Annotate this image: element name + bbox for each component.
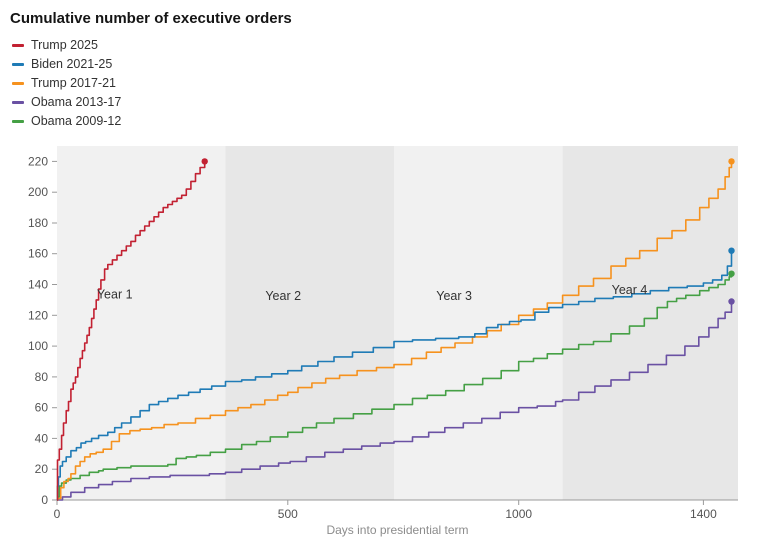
y-tick-label: 220 bbox=[28, 154, 48, 168]
y-tick-label: 180 bbox=[28, 216, 48, 230]
y-tick-label: 100 bbox=[28, 339, 48, 353]
year-band bbox=[57, 146, 226, 500]
year-annotation: Year 1 bbox=[97, 287, 133, 301]
x-tick-label: 1000 bbox=[505, 507, 532, 521]
y-tick-label: 40 bbox=[35, 431, 49, 445]
legend-swatch-icon bbox=[12, 43, 24, 47]
series-line-obama-2013-17 bbox=[57, 301, 733, 501]
y-tick-label: 60 bbox=[35, 401, 49, 415]
year-annotation: Year 2 bbox=[265, 289, 301, 303]
legend-swatch-icon bbox=[12, 62, 24, 66]
y-tick-label: 160 bbox=[28, 247, 48, 261]
series-line-trump-2025 bbox=[56, 161, 206, 501]
series-line-biden-2021-25 bbox=[56, 250, 733, 501]
series-line-obama-2009-12 bbox=[57, 273, 733, 501]
year-annotation: Year 3 bbox=[436, 289, 472, 303]
executive-orders-chart: 0 20 40 60 80 100 120 140 160 180 200 220 0 500 1000 14… bbox=[28, 146, 738, 537]
legend-label: Trump 2017-21 bbox=[31, 76, 116, 90]
legend-label: Obama 2009-12 bbox=[31, 114, 122, 128]
legend-item: Trump 2017-21 bbox=[12, 76, 121, 90]
series-end-dot bbox=[201, 158, 208, 165]
y-tick-label: 20 bbox=[35, 462, 49, 476]
year-band bbox=[562, 146, 738, 500]
legend-swatch-icon bbox=[12, 119, 24, 123]
y-tick-label: 80 bbox=[35, 370, 49, 384]
legend-label: Obama 2013-17 bbox=[31, 95, 122, 109]
legend-label: Biden 2021-25 bbox=[31, 57, 113, 71]
x-tick-label: 0 bbox=[54, 507, 61, 521]
series-end-dot bbox=[728, 247, 735, 254]
y-tick-label: 140 bbox=[28, 278, 48, 292]
x-tick-label: 1400 bbox=[690, 507, 717, 521]
year-band bbox=[225, 146, 394, 500]
x-tick-label: 500 bbox=[278, 507, 298, 521]
x-axis-title: Days into presidential term bbox=[326, 523, 468, 537]
legend-swatch-icon bbox=[12, 81, 24, 85]
year-band bbox=[394, 146, 563, 500]
legend-item: Obama 2013-17 bbox=[12, 95, 121, 109]
series-line-trump-2017-21 bbox=[57, 161, 733, 501]
series-end-dot bbox=[728, 158, 735, 165]
y-tick-label: 120 bbox=[28, 308, 48, 322]
chart-title: Cumulative number of executive orders bbox=[10, 10, 292, 27]
year-annotation: Year 4 bbox=[612, 283, 648, 297]
legend-label: Trump 2025 bbox=[31, 38, 98, 52]
legend-swatch-icon bbox=[12, 100, 24, 104]
y-tick-label: 0 bbox=[41, 493, 48, 507]
legend-item: Biden 2021-25 bbox=[12, 57, 121, 71]
legend-item: Trump 2025 bbox=[12, 38, 121, 52]
legend-item: Obama 2009-12 bbox=[12, 114, 121, 128]
legend: Trump 2025 Biden 2021-25 Trump 2017-21 Obam… bbox=[12, 38, 121, 128]
y-tick-label: 200 bbox=[28, 185, 48, 199]
series-end-dot bbox=[728, 270, 735, 277]
series-end-dot bbox=[728, 298, 735, 305]
